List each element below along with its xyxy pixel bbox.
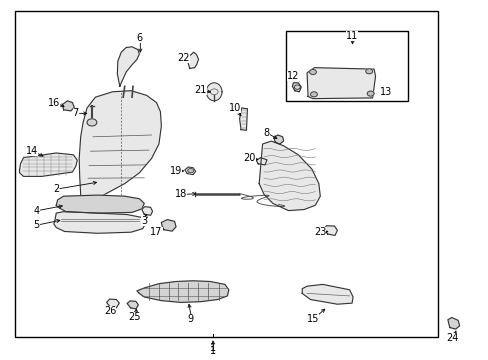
Text: 17: 17: [150, 227, 163, 237]
Text: 2: 2: [53, 184, 59, 194]
Polygon shape: [79, 91, 161, 223]
Text: 7: 7: [73, 108, 79, 118]
Text: 23: 23: [313, 227, 326, 237]
Text: 24: 24: [445, 333, 458, 343]
Circle shape: [310, 92, 317, 97]
Circle shape: [365, 69, 372, 74]
Text: 10: 10: [228, 103, 241, 113]
Circle shape: [309, 69, 316, 75]
Polygon shape: [302, 284, 352, 304]
Text: 19: 19: [169, 166, 182, 176]
Text: 1: 1: [209, 346, 215, 356]
Text: 4: 4: [34, 206, 40, 216]
Polygon shape: [256, 158, 266, 165]
Polygon shape: [142, 207, 152, 215]
Text: 12: 12: [286, 71, 299, 81]
Text: 5: 5: [34, 220, 40, 230]
Polygon shape: [56, 195, 144, 213]
Polygon shape: [306, 68, 375, 99]
Text: 14: 14: [25, 146, 38, 156]
Text: 21: 21: [194, 85, 206, 95]
Text: 18: 18: [174, 189, 187, 199]
Text: 11: 11: [345, 31, 358, 41]
Polygon shape: [184, 167, 195, 175]
Polygon shape: [20, 153, 77, 176]
Polygon shape: [187, 52, 198, 68]
Circle shape: [87, 119, 97, 126]
Polygon shape: [62, 101, 74, 111]
Polygon shape: [239, 108, 247, 130]
Polygon shape: [137, 281, 228, 302]
Circle shape: [187, 168, 193, 173]
Text: 1: 1: [209, 343, 215, 353]
Text: 6: 6: [136, 33, 142, 43]
Polygon shape: [259, 141, 320, 211]
Polygon shape: [54, 212, 145, 233]
Text: 8: 8: [263, 128, 269, 138]
Circle shape: [366, 91, 373, 96]
Polygon shape: [127, 301, 138, 309]
Polygon shape: [161, 220, 176, 231]
Polygon shape: [273, 135, 283, 144]
Text: 9: 9: [187, 314, 193, 324]
Text: 3: 3: [141, 216, 147, 226]
Polygon shape: [447, 318, 459, 329]
Text: 26: 26: [103, 306, 116, 316]
Polygon shape: [106, 299, 119, 308]
Polygon shape: [206, 83, 222, 101]
Bar: [285, 31, 407, 101]
Bar: [15, 11, 437, 337]
Polygon shape: [323, 226, 337, 235]
Polygon shape: [117, 47, 139, 86]
Text: 16: 16: [47, 98, 60, 108]
Text: 20: 20: [243, 153, 255, 163]
Text: 13: 13: [379, 87, 392, 97]
Text: 25: 25: [128, 312, 141, 322]
Polygon shape: [292, 83, 301, 92]
Text: 22: 22: [177, 53, 189, 63]
Text: 15: 15: [306, 314, 319, 324]
